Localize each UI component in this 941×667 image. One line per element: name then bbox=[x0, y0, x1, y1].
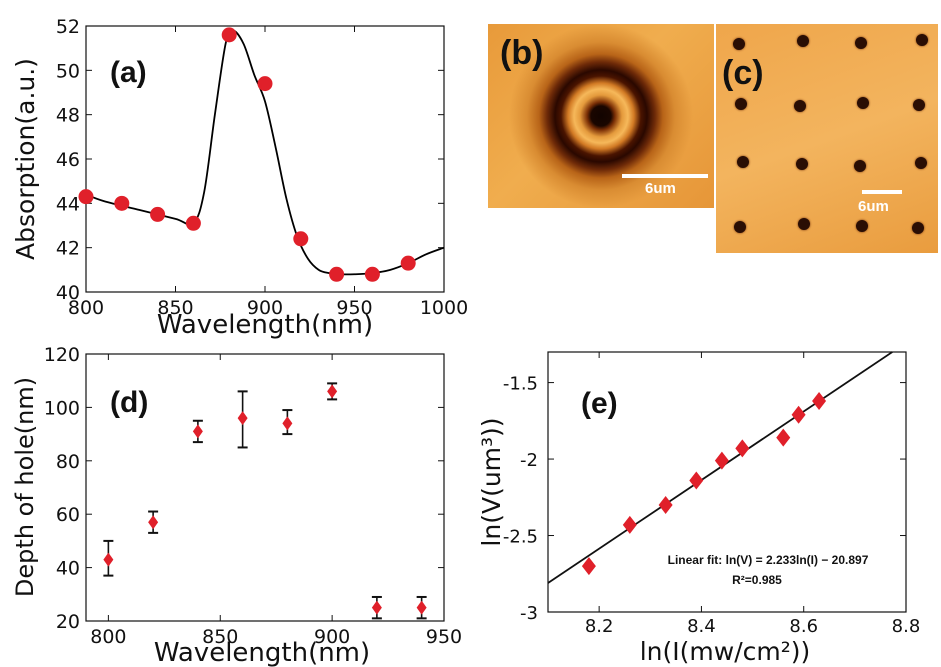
panel-c-scale-label: 6um bbox=[858, 198, 889, 215]
panel-c-hole bbox=[912, 222, 924, 234]
panel-a-data-point bbox=[185, 215, 201, 231]
panel-d-xtick-label: 950 bbox=[426, 626, 462, 648]
panel-c-hole bbox=[915, 157, 927, 169]
panel-a-ytick-label: 40 bbox=[56, 282, 80, 304]
panel-c-hole bbox=[733, 38, 745, 50]
panel-c-hole bbox=[734, 221, 746, 233]
panel-a-data-point bbox=[150, 206, 166, 222]
panel-d-ytick-label: 40 bbox=[56, 558, 80, 580]
panel-e-ytick-label: -2.5 bbox=[503, 527, 538, 548]
panel-d-ytick-label: 100 bbox=[44, 397, 80, 419]
panel-d-data-point bbox=[371, 600, 382, 615]
panel-b-label: (b) bbox=[500, 34, 544, 72]
panel-e-data-point bbox=[714, 451, 729, 470]
panel-a-ytick-label: 52 bbox=[56, 16, 80, 38]
panel-e-ytick-label: -2 bbox=[520, 450, 538, 471]
panel-e-xtick-label: 8.8 bbox=[892, 616, 921, 637]
panel-e-ylabel: ln(V(um³)) bbox=[477, 417, 506, 546]
panel-a-xtick-label: 950 bbox=[336, 297, 372, 319]
panel-e-label: (e) bbox=[581, 387, 618, 420]
panel-c-hole bbox=[916, 34, 928, 46]
panel-e-xtick-label: 8.4 bbox=[687, 616, 716, 637]
panel-a-data-point bbox=[293, 231, 309, 247]
panel-c-hole bbox=[855, 37, 867, 49]
panel-a-data-point bbox=[364, 266, 380, 282]
panel-e-data-point bbox=[658, 495, 673, 514]
panel-a-xtick-label: 800 bbox=[68, 297, 104, 319]
panel-d-ytick-label: 120 bbox=[44, 344, 80, 366]
panel-e-xtick-label: 8.2 bbox=[585, 616, 614, 637]
panel-a-data-point bbox=[78, 189, 94, 205]
panel-a-label: (a) bbox=[110, 56, 147, 89]
panel-e-data-point bbox=[812, 391, 827, 410]
panel-d-label: (d) bbox=[110, 386, 148, 419]
panel-c-hole bbox=[913, 99, 925, 111]
panel-b-scale-label: 6um bbox=[645, 180, 676, 197]
panel-b-scale-bar bbox=[622, 174, 708, 178]
panel-a-data-point bbox=[114, 195, 130, 211]
panel-e-xlabel: ln(I(mw/cm²)) bbox=[640, 637, 811, 666]
panel-e-r2-annotation: R²=0.985 bbox=[732, 573, 782, 587]
panel-e-xtick-label: 8.6 bbox=[789, 616, 818, 637]
panel-e-data-point bbox=[689, 471, 704, 490]
panel-c-hole bbox=[737, 156, 749, 168]
panel-a-data-point bbox=[257, 76, 273, 92]
panel-e-fit-line bbox=[547, 351, 893, 584]
panel-c-hole bbox=[854, 160, 866, 172]
panel-a-ytick-label: 50 bbox=[56, 60, 80, 82]
panel-a-data-point bbox=[221, 27, 237, 43]
panel-a-xtick-label: 900 bbox=[247, 297, 283, 319]
panel-d-data-point bbox=[103, 552, 114, 567]
panel-c-hole bbox=[857, 97, 869, 109]
panel-d-xtick-label: 850 bbox=[202, 626, 238, 648]
panel-a-xlabel: Wavelength(nm) bbox=[157, 310, 373, 340]
panel-c-hole bbox=[798, 218, 810, 230]
panel-a-ytick-label: 46 bbox=[56, 149, 80, 171]
panel-a-ytick-label: 44 bbox=[56, 193, 80, 215]
panel-e-chart: 8.2 8.4 8.6 8.8 -3 -2.5 -2 -1.5 (e) Linear fit:… bbox=[477, 351, 921, 666]
panel-d-xtick-label: 900 bbox=[314, 626, 350, 648]
panel-e-data-point bbox=[735, 439, 750, 458]
panel-d-ytick-label: 60 bbox=[56, 504, 80, 526]
panel-a-data-point bbox=[329, 266, 345, 282]
panel-c-hole bbox=[856, 220, 868, 232]
panel-a-xtick-label: 1000 bbox=[420, 297, 468, 319]
panel-a-ytick-label: 42 bbox=[56, 238, 80, 260]
panel-c-image bbox=[716, 24, 938, 253]
panel-e-data-point bbox=[581, 557, 596, 576]
panel-e-data-point bbox=[622, 515, 637, 534]
panel-d-data-point bbox=[237, 411, 248, 426]
panel-e-data-point bbox=[791, 405, 806, 424]
panel-d-xtick-label: 800 bbox=[90, 626, 126, 648]
panel-e-data-point bbox=[776, 428, 791, 447]
panel-a-chart: 800 850 900 950 1000 40 42 44 46 48 50 52 (a) Wavel… bbox=[11, 16, 468, 340]
panel-c-scale-bar bbox=[862, 190, 902, 194]
panel-d-data-point bbox=[148, 515, 159, 530]
panel-a-xtick-label: 850 bbox=[157, 297, 193, 319]
panel-d-data-point bbox=[327, 384, 338, 399]
panel-e-ytick-label: -3 bbox=[520, 603, 538, 624]
panel-d-data-point bbox=[192, 424, 203, 439]
panel-d-frame bbox=[85, 353, 445, 622]
panel-c-hole bbox=[797, 35, 809, 47]
panel-d-ytick-label: 20 bbox=[56, 611, 80, 633]
panel-e-frame bbox=[547, 351, 907, 613]
panel-c-hole bbox=[796, 158, 808, 170]
panel-d-ylabel: Depth of hole(nm) bbox=[11, 377, 39, 597]
panel-d-xlabel: Wavelength(nm) bbox=[154, 638, 370, 667]
panel-a-ytick-label: 48 bbox=[56, 105, 80, 127]
panel-e-ytick-label: -1.5 bbox=[503, 374, 538, 395]
panel-d-data-point bbox=[282, 416, 293, 431]
panel-d-ytick-label: 80 bbox=[56, 451, 80, 473]
panel-a-ylabel: Absorption(a.u.) bbox=[11, 58, 40, 260]
panel-a-data-point bbox=[400, 255, 416, 271]
panel-d-data-point bbox=[416, 600, 427, 615]
panel-d-chart: 800 850 900 950 20 40 60 80 100 120 (d) Wavelengt… bbox=[11, 344, 462, 667]
panel-c-hole bbox=[794, 100, 806, 112]
panel-c-hole bbox=[735, 98, 747, 110]
panel-e-fit-annotation: Linear fit: ln(V) = 2.233ln(I) − 20.897 bbox=[668, 553, 869, 567]
panel-c-label: (c) bbox=[722, 54, 764, 92]
